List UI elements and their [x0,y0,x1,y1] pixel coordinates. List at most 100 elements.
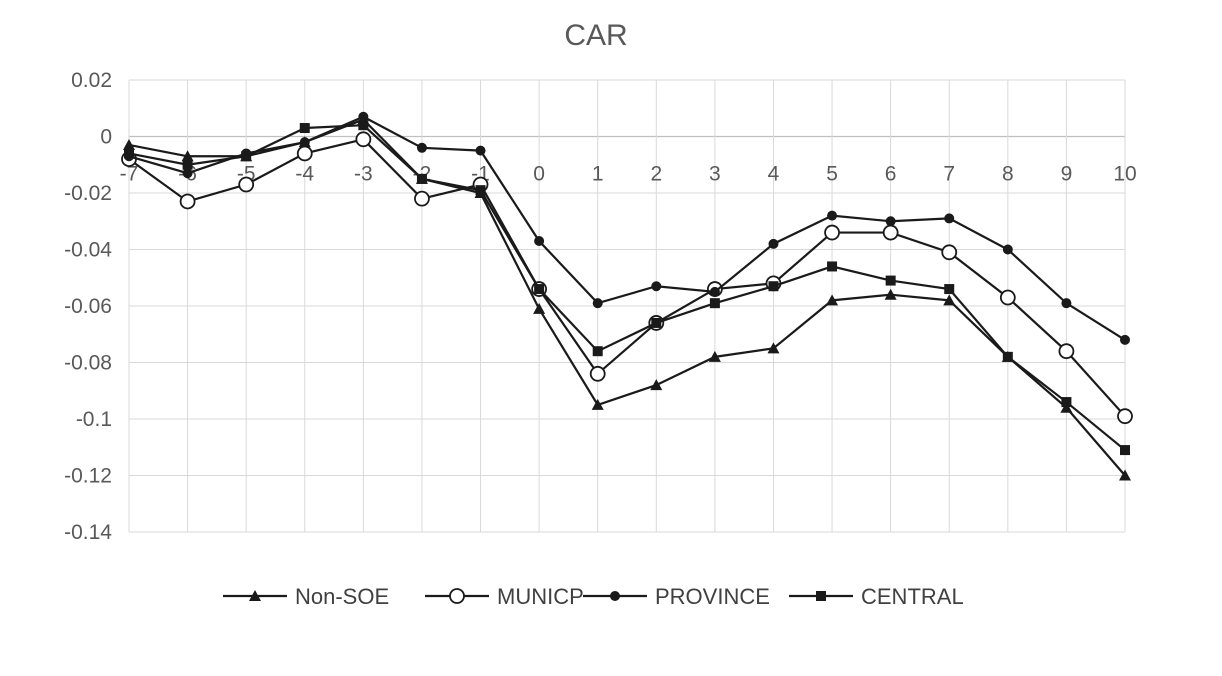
data-point-central [358,120,369,131]
data-point-non-soe [123,138,135,150]
data-point-province [709,286,720,297]
data-point-municp [589,365,606,382]
y-tick-label: -0.12 [64,465,112,488]
data-point-municp [179,193,196,210]
y-tick-label: -0.06 [64,295,112,318]
x-tick-label: 4 [768,163,780,186]
series-line-non-soe [128,118,1126,477]
data-point-province [416,142,427,153]
x-tick-label: 10 [1113,163,1136,186]
data-point-province [299,137,310,148]
series-province [124,111,1130,345]
series-line-province [128,115,1126,341]
data-point-province [768,238,779,249]
series-central [124,120,1130,456]
legend-marker-province [610,591,620,601]
data-point-central [709,298,720,309]
legend-label: Non-SOE [295,584,389,609]
x-tick-label: 7 [943,163,955,186]
y-tick-label: 0.02 [71,69,112,92]
legend-marker-municp [449,588,465,604]
data-point-province [182,168,193,179]
x-tick-label: -7 [120,163,139,186]
x-tick-label: 9 [1061,163,1073,186]
data-point-central [299,123,310,134]
data-point-non-soe [181,150,194,162]
legend-label: PROVINCE [655,584,770,609]
data-point-central [534,284,545,295]
data-point-province [1120,334,1130,345]
data-point-central [241,151,252,162]
data-point-municp [355,131,372,148]
x-tick-label: 5 [826,163,838,186]
data-point-province [592,298,603,309]
data-point-municp [238,176,255,193]
data-point-non-soe [533,302,546,314]
legend-item-municp: MUNICP [425,584,584,609]
x-tick-label: -4 [295,163,314,186]
data-point-non-soe [1060,401,1073,413]
data-point-province [944,213,955,224]
data-point-non-soe [708,350,721,362]
data-point-province [358,111,369,122]
series-municp [121,131,1133,425]
data-point-central [944,284,955,295]
data-point-province [885,216,896,227]
y-tick-label: 0 [100,126,112,149]
data-point-province [534,236,545,247]
data-point-central [1002,351,1013,362]
data-point-central [827,261,838,272]
data-point-non-soe [884,288,897,300]
data-point-non-soe [591,398,604,410]
data-point-province [827,210,838,221]
legend-item-province: PROVINCE [583,584,770,609]
data-point-central [885,275,896,286]
legend-item-central: CENTRAL [789,584,964,609]
data-point-province [1002,244,1013,255]
y-tick-label: -0.1 [76,408,112,431]
data-point-central [182,159,193,170]
x-tick-label: -3 [354,163,373,186]
data-point-province [475,145,486,156]
data-point-municp [824,224,840,241]
legend-label: MUNICP [497,584,584,609]
data-point-non-soe [767,342,780,354]
legend-marker-non-soe [249,590,261,601]
data-point-central [475,185,486,196]
legend-item-non-soe: Non-SOE [223,584,389,609]
data-point-non-soe [826,294,839,306]
data-point-central [124,148,134,159]
x-tick-label: 3 [709,163,721,186]
data-point-non-soe [943,294,956,306]
series-group [121,111,1133,481]
data-point-municp [296,145,313,162]
y-tick-label: -0.14 [64,521,112,544]
data-point-province [1061,298,1072,309]
chart-title: CAR [564,19,627,52]
data-point-central [592,346,603,357]
y-axis-tick-labels: 0.02 0 -0.02 -0.04 -0.06 -0.08 -0.1 -0.12 -0.14 [64,69,112,544]
x-tick-label: 2 [650,163,662,186]
x-tick-label: 1 [592,163,604,186]
data-point-municp [1058,343,1075,360]
x-tick-label: 6 [885,163,897,186]
data-point-municp [1117,408,1133,425]
y-tick-label: -0.08 [64,352,112,375]
x-tick-label: 8 [1002,163,1014,186]
y-tick-label: -0.02 [64,182,112,205]
data-point-central [1061,397,1072,408]
y-tick-label: -0.04 [64,239,112,262]
data-point-municp [999,289,1016,306]
data-point-central [651,317,662,328]
data-point-non-soe [1119,469,1131,481]
data-point-non-soe [650,379,663,391]
data-point-municp [941,244,958,261]
legend: Non-SOE MUNICP PROVINCE CENTRAL [223,584,964,609]
legend-marker-central [816,591,826,601]
data-point-central [1120,445,1130,456]
legend-label: CENTRAL [861,584,964,609]
x-tick-label: 0 [533,163,545,186]
